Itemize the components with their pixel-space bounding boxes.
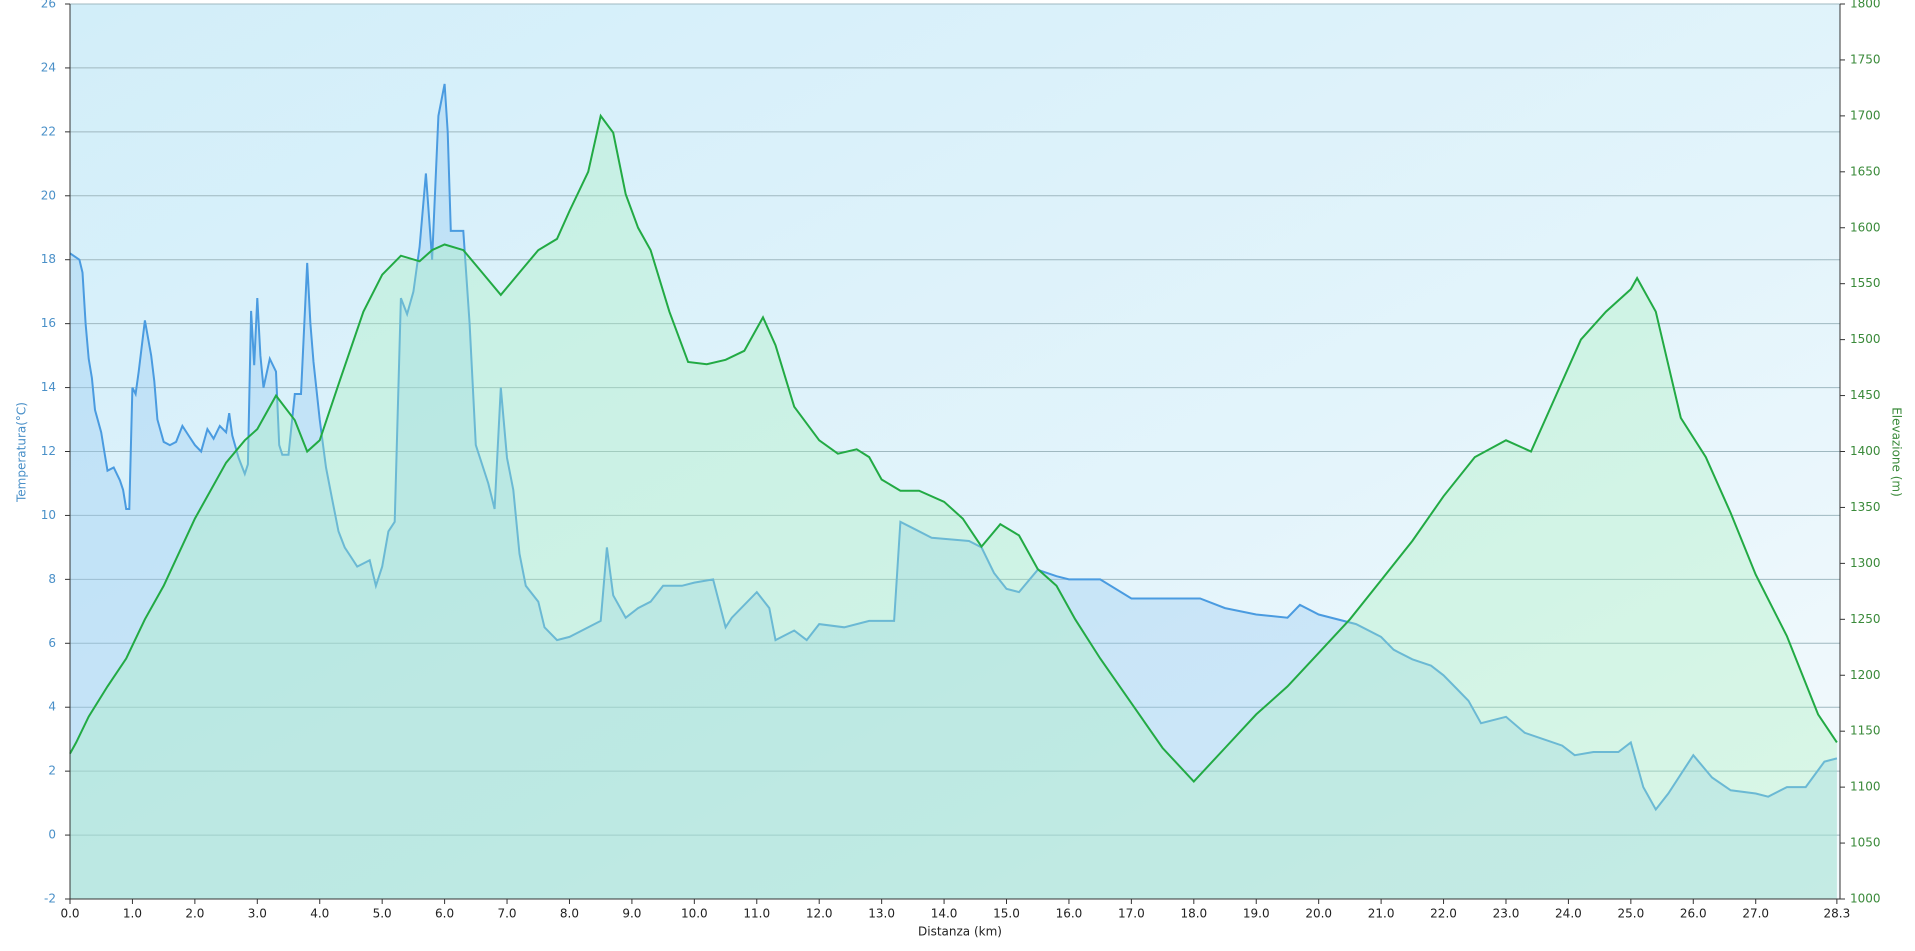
x-tick-label: 6.0 [435, 907, 454, 921]
y-tick-label: 24 [41, 60, 56, 74]
x-tick-label: 13.0 [868, 907, 895, 921]
y2-tick-label: 1200 [1850, 668, 1881, 682]
x-tick-label: 17.0 [1118, 907, 1145, 921]
x-tick-label: 25.0 [1617, 907, 1644, 921]
y-tick-label: -2 [44, 892, 56, 906]
x-tick-label: 22.0 [1430, 907, 1457, 921]
x-tick-label: 1.0 [123, 907, 142, 921]
y-tick-label: 22 [41, 124, 56, 138]
y-tick-label: 10 [41, 508, 56, 522]
series-line [69, 113, 1838, 783]
y-tick-label: 0 [48, 828, 56, 842]
y-tick-label: 6 [48, 636, 56, 650]
y-axis-title: Temperatura(°C) [15, 402, 29, 503]
x-tick-label: 23.0 [1493, 907, 1520, 921]
y-tick-label: 16 [41, 316, 56, 330]
y2-tick-label: 1800 [1850, 0, 1881, 11]
y-tick-label: 2 [48, 764, 56, 778]
y-tick-label: 26 [41, 0, 56, 11]
y-tick-label: 12 [41, 444, 56, 458]
x-tick-label: 2.0 [185, 907, 204, 921]
y2-tick-label: 1600 [1850, 220, 1881, 234]
x-tick-label: 16.0 [1056, 907, 1083, 921]
x-tick-label: 8.0 [560, 907, 579, 921]
x-axis-title: Distanza (km) [918, 925, 1002, 939]
x-tick-label: 21.0 [1368, 907, 1395, 921]
x-tick-label: 26.0 [1680, 907, 1707, 921]
y2-axis-title: Elevazione (m) [1890, 407, 1904, 497]
y-tick-label: 20 [41, 188, 56, 202]
x-tick-label: 15.0 [993, 907, 1020, 921]
x-tick-label: 19.0 [1243, 907, 1270, 921]
y-tick-label: 18 [41, 252, 56, 266]
y2-tick-label: 1000 [1850, 892, 1881, 906]
y2-tick-label: 1500 [1850, 332, 1881, 346]
x-tick-label: 5.0 [373, 907, 392, 921]
x-tick-label: 14.0 [931, 907, 958, 921]
x-tick-label: 9.0 [622, 907, 641, 921]
y2-tick-label: 1550 [1850, 276, 1881, 290]
series-area [70, 83, 1837, 899]
x-tick-label: 24.0 [1555, 907, 1582, 921]
x-tick-label: 7.0 [497, 907, 516, 921]
y2-tick-label: 1250 [1850, 612, 1881, 626]
y2-tick-label: 1350 [1850, 500, 1881, 514]
x-tick-label: 12.0 [806, 907, 833, 921]
y2-tick-label: 1450 [1850, 388, 1881, 402]
y-tick-label: 14 [41, 380, 56, 394]
x-tick-label: 20.0 [1305, 907, 1332, 921]
x-tick-label: 11.0 [743, 907, 770, 921]
x-tick-label: 0.0 [60, 907, 79, 921]
x-tick-label: 3.0 [248, 907, 267, 921]
series-area [70, 115, 1837, 899]
x-tick-label: 10.0 [681, 907, 708, 921]
y-tick-label: 4 [48, 700, 56, 714]
y2-tick-label: 1150 [1850, 724, 1881, 738]
x-tick-label: 4.0 [310, 907, 329, 921]
x-tick-label: 28.3 [1824, 907, 1851, 921]
y2-tick-label: 1100 [1850, 780, 1881, 794]
y2-tick-label: 1650 [1850, 164, 1881, 178]
y2-tick-label: 1750 [1850, 52, 1881, 66]
y-tick-label: 8 [48, 572, 56, 586]
x-tick-label: 27.0 [1742, 907, 1769, 921]
y2-tick-label: 1050 [1850, 836, 1881, 850]
y2-tick-label: 1300 [1850, 556, 1881, 570]
x-tick-label: 18.0 [1180, 907, 1207, 921]
y2-tick-label: 1700 [1850, 108, 1881, 122]
series-line [69, 83, 1838, 812]
y2-tick-label: 1400 [1850, 444, 1881, 458]
